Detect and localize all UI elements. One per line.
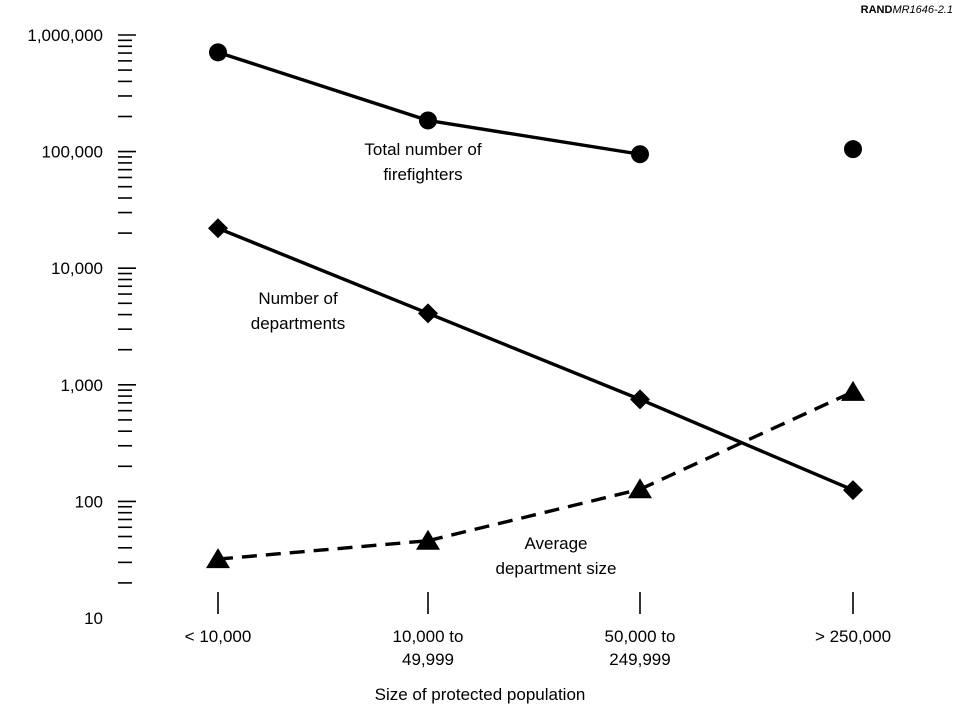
y-tick-label: 100,000: [42, 143, 103, 162]
series-firefighters: Total number of firefighters: [209, 43, 862, 184]
series-departments: Number of departments: [208, 218, 863, 501]
y-tick-label: 1,000: [60, 376, 103, 395]
series-label: department size: [496, 559, 617, 578]
x-tick-label: 249,999: [609, 650, 670, 669]
credit-code: MR1646-2.1: [892, 4, 953, 16]
series-line: [427, 311, 641, 401]
x-axis: < 10,000 10,000 to 49,999 50,000 to 249,999 >…: [185, 592, 891, 669]
series-line: [217, 50, 429, 123]
y-tick-label: 1,000,000: [27, 26, 103, 45]
data-point-triangle: [628, 478, 652, 499]
data-point-circle: [631, 145, 649, 164]
series-line: [639, 397, 854, 492]
data-point-circle: [844, 140, 862, 159]
data-point-diamond: [208, 218, 228, 239]
series-label: firefighters: [383, 165, 462, 184]
y-tick-label: 10: [84, 609, 103, 628]
y-tick-label: 10,000: [51, 259, 103, 278]
x-tick-label: < 10,000: [185, 627, 252, 646]
x-tick-label: 50,000 to: [605, 627, 676, 646]
x-tick-label: > 250,000: [815, 627, 891, 646]
data-point-triangle: [841, 380, 865, 401]
data-point-diamond: [418, 303, 438, 324]
series-line: [427, 118, 641, 156]
series-label: Number of: [258, 289, 338, 308]
data-point-diamond: [843, 480, 863, 501]
x-tick-label: 49,999: [402, 650, 454, 669]
data-point-circle: [209, 43, 227, 62]
series-avg_size: Average department size: [206, 380, 865, 578]
data-point-triangle: [206, 548, 230, 569]
y-axis: 10 100 1,000 10,000 100,000 1,000,000: [27, 26, 136, 628]
series-line: [427, 487, 641, 543]
series-line: [639, 390, 854, 491]
x-tick-label: 10,000 to: [393, 627, 464, 646]
series-label: Average: [524, 534, 587, 553]
data-point-circle: [419, 111, 437, 130]
credit-prefix: RAND: [860, 4, 893, 16]
series-line: [217, 539, 429, 561]
series-line: [217, 226, 429, 315]
series-label: Total number of: [364, 140, 481, 159]
data-point-diamond: [630, 389, 650, 410]
series-label: departments: [251, 314, 346, 333]
x-axis-title: Size of protected population: [375, 685, 586, 704]
y-tick-label: 100: [75, 492, 103, 511]
data-point-triangle: [416, 529, 440, 550]
figure-credit: RANDMR1646-2.1: [861, 4, 953, 16]
